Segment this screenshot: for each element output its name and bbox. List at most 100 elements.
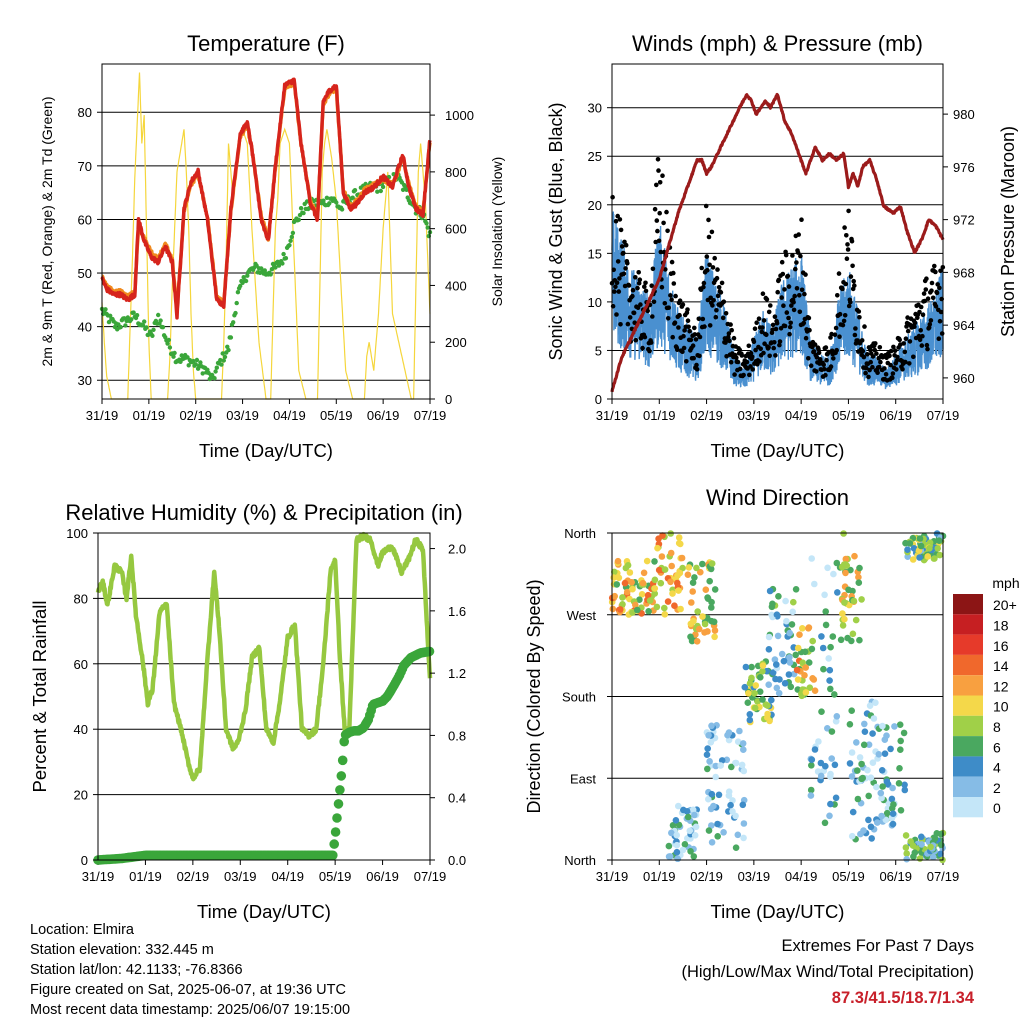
direction-point xyxy=(901,781,908,789)
gust-point xyxy=(665,228,670,234)
direction-point xyxy=(842,555,850,563)
direction-point xyxy=(708,790,716,798)
gust-point xyxy=(771,345,776,351)
direction-point xyxy=(808,762,815,769)
gust-point xyxy=(666,305,671,311)
direction-point xyxy=(668,829,675,837)
x-tick-label: 02/19 xyxy=(179,408,212,423)
direction-point xyxy=(869,759,877,766)
dewpoint-point xyxy=(352,188,358,193)
gust-point xyxy=(912,320,918,326)
gust-point xyxy=(923,287,929,292)
gust-point xyxy=(692,332,698,337)
direction-point xyxy=(820,665,827,673)
direction-point xyxy=(896,765,903,772)
gust-point xyxy=(643,288,649,294)
direction-point xyxy=(878,812,885,820)
precip-point xyxy=(333,799,344,809)
legend-swatch xyxy=(953,797,983,818)
direction-point xyxy=(675,802,682,810)
gust-point xyxy=(710,303,715,308)
direction-point xyxy=(846,760,854,767)
gust-point xyxy=(788,320,793,326)
gust-point xyxy=(853,326,858,331)
dewpoint-point xyxy=(287,243,292,248)
dewpoint-point xyxy=(167,345,173,350)
direction-point xyxy=(778,650,786,658)
gust-point xyxy=(754,320,759,326)
gust-point xyxy=(793,266,798,272)
gust-point xyxy=(705,267,710,273)
gust-point xyxy=(840,286,845,292)
direction-point xyxy=(655,566,663,574)
gust-point xyxy=(842,313,848,318)
direction-point xyxy=(684,571,692,578)
gust-point xyxy=(890,371,896,376)
station-elevation: Station elevation: 332.445 m xyxy=(30,942,214,958)
direction-point xyxy=(855,579,863,586)
legend-label: 14 xyxy=(993,658,1009,674)
gust-point xyxy=(863,370,868,376)
gust-point xyxy=(704,254,710,259)
gust-point xyxy=(844,233,849,238)
direction-point xyxy=(860,827,867,834)
gust-point xyxy=(649,283,654,289)
gust-point xyxy=(710,265,716,270)
legend-swatch xyxy=(953,695,983,716)
gust-point xyxy=(764,297,770,302)
precip-point xyxy=(330,827,341,837)
direction-point xyxy=(910,545,918,552)
gust-point xyxy=(699,265,704,271)
direction-point xyxy=(693,638,701,645)
gust-point xyxy=(614,280,620,286)
gust-point xyxy=(616,289,622,294)
dewpoint-point xyxy=(228,335,234,340)
direction-point xyxy=(848,749,856,756)
gust-point xyxy=(845,247,851,252)
x-tick-label: 04/19 xyxy=(785,408,818,423)
direction-point xyxy=(866,702,874,709)
dewpoint-point xyxy=(150,333,155,338)
dewpoint-point xyxy=(166,337,171,343)
gust-point xyxy=(918,304,924,310)
gust-point xyxy=(857,315,862,320)
direction-point xyxy=(752,682,760,689)
direction-point xyxy=(841,599,848,606)
direction-point xyxy=(831,761,839,769)
gust-point xyxy=(934,290,940,296)
direction-point xyxy=(860,741,868,749)
x-tick-label: 04/19 xyxy=(785,869,818,884)
gust-point xyxy=(922,298,927,304)
direction-point xyxy=(895,780,903,787)
gust-point xyxy=(930,295,936,301)
direction-point xyxy=(686,827,694,835)
y2-tick-label: 2.0 xyxy=(448,542,466,557)
direction-point xyxy=(870,715,878,722)
direction-point xyxy=(751,704,759,712)
dewpoint-point xyxy=(214,365,219,370)
direction-point xyxy=(815,738,822,745)
gust-point xyxy=(657,180,663,185)
direction-point xyxy=(651,576,659,584)
direction-point xyxy=(744,699,752,706)
plot-frame xyxy=(611,63,944,400)
direction-point xyxy=(806,684,814,691)
y2-tick-label: 600 xyxy=(445,222,467,237)
gust-point xyxy=(882,366,887,371)
gust-point xyxy=(673,293,678,299)
direction-point xyxy=(805,625,812,632)
direction-point xyxy=(864,766,871,774)
direction-point xyxy=(853,739,860,746)
direction-point xyxy=(617,606,624,613)
gust-point xyxy=(619,244,625,249)
direction-point xyxy=(926,545,933,552)
dewpoint-point xyxy=(404,187,409,192)
gust-point xyxy=(703,203,709,209)
gust-point xyxy=(937,318,943,324)
direction-point xyxy=(799,659,806,666)
direction-point xyxy=(828,755,835,762)
direction-point xyxy=(902,832,910,839)
direction-point xyxy=(714,833,721,840)
direction-point xyxy=(673,831,680,839)
gust-point xyxy=(890,375,895,381)
